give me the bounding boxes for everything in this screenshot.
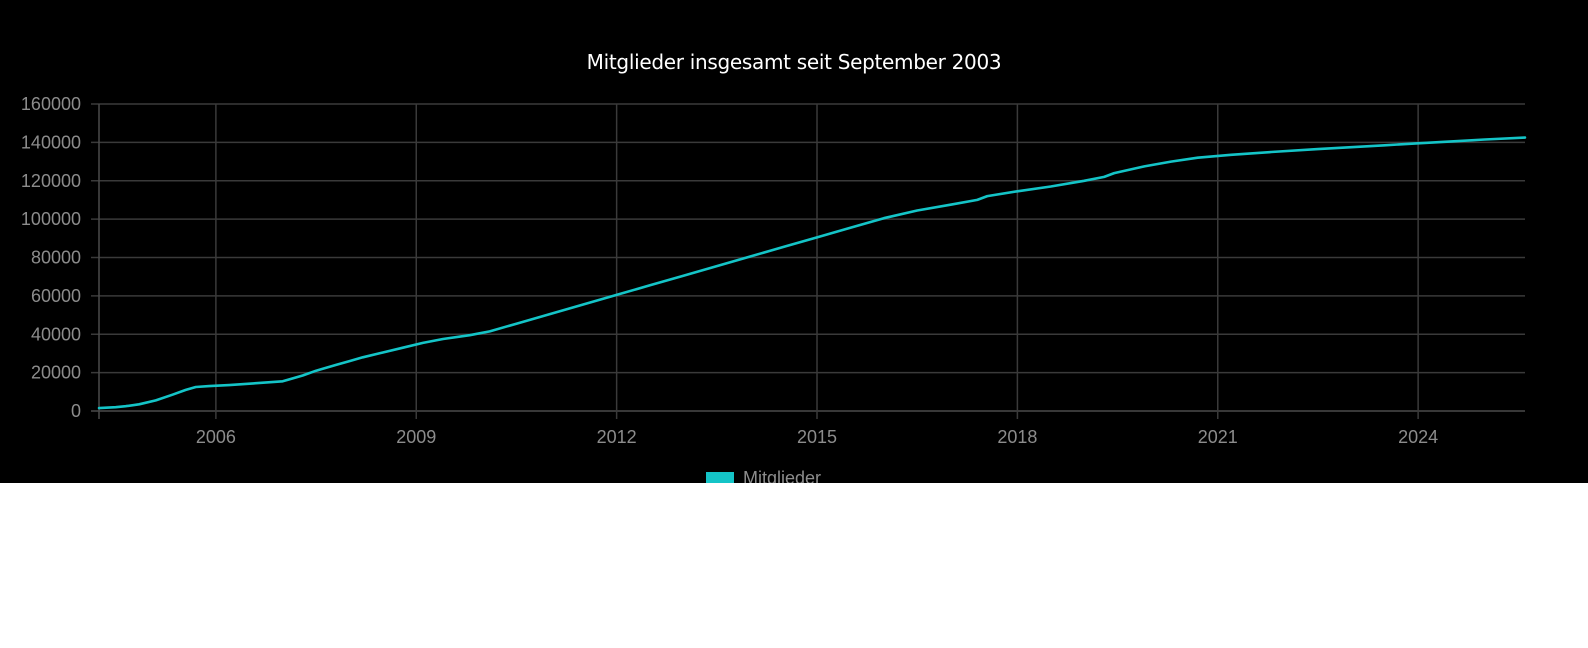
- series-line-mitglieder: [97, 136, 1527, 410]
- y-tick-label: 20000: [31, 363, 81, 383]
- y-tick-label: 120000: [21, 171, 81, 191]
- y-tick-label: 160000: [21, 94, 81, 114]
- y-tick-label: 140000: [21, 132, 81, 152]
- line-chart: 0 20000 40000 60000 80000 100000 120000 140000 1…: [21, 94, 1527, 447]
- x-tick-label: 2015: [797, 427, 837, 447]
- x-tick-label: 2009: [396, 427, 436, 447]
- x-tick-label: 2021: [1198, 427, 1238, 447]
- x-tick-label: 2012: [597, 427, 637, 447]
- x-tick-label: 2018: [997, 427, 1037, 447]
- y-tick-label: 0: [71, 401, 81, 421]
- x-tick-label: 2024: [1398, 427, 1438, 447]
- legend[interactable]: Mitglieder: [706, 468, 822, 483]
- legend-swatch: [706, 472, 734, 483]
- legend-label: Mitglieder: [743, 468, 822, 483]
- chart-panel: Mitglieder insgesamt seit September 2003…: [0, 0, 1588, 483]
- y-tick-label: 100000: [21, 209, 81, 229]
- x-tick-label: 2006: [196, 427, 236, 447]
- y-tick-label: 80000: [31, 248, 81, 268]
- y-tick-label: 40000: [31, 324, 81, 344]
- chart-title: Mitglieder insgesamt seit September 2003: [586, 50, 1002, 74]
- y-tick-label: 60000: [31, 286, 81, 306]
